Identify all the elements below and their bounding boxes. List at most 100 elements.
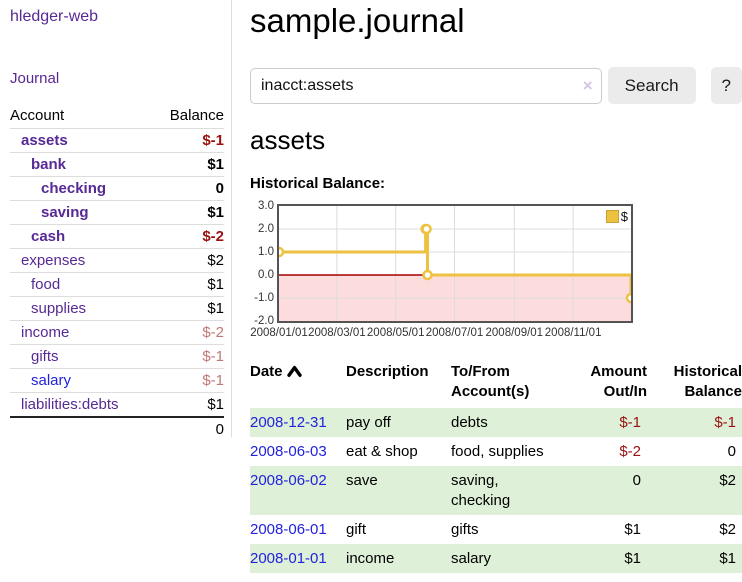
accounts-col-account: Account	[10, 107, 65, 124]
register-col-balance: Historical Balance	[673, 363, 742, 400]
account-balance: $-1	[152, 368, 224, 393]
transaction-balance: $2	[647, 466, 742, 515]
register-col-amount: Amount Out/In	[590, 363, 647, 400]
account-link[interactable]: bank	[31, 156, 67, 173]
chart-label: Historical Balance:	[250, 175, 386, 192]
historical-balance-chart: $ 3.0 2.0 1.0 0.0 -1.0 -2.0 2008/01/01 2008/03/…	[250, 200, 742, 346]
transaction-amount: $1	[624, 521, 641, 538]
account-link[interactable]: saving	[41, 204, 89, 221]
transaction-accounts: saving, checking	[451, 466, 559, 515]
transaction-date-link[interactable]: 2008-06-01	[250, 521, 327, 538]
accounts-table-header: Account Balance	[10, 104, 224, 129]
chart-canvas	[279, 206, 631, 321]
y-tick-label: -2.0	[254, 315, 274, 327]
x-tick-label: 2008/05/01	[366, 327, 425, 339]
register-col-date-label: Date	[250, 363, 283, 380]
search-input[interactable]	[250, 67, 602, 104]
transaction-amount: 0	[559, 466, 647, 515]
y-tick-label: 3.0	[258, 200, 274, 212]
help-button[interactable]: ?	[710, 67, 742, 104]
accounts-table-body: assets $-1 bank $1 checking 0 saving $1 cash $-2 e…	[10, 128, 224, 417]
accounts-table: Account Balance assets $-1 bank $1 checking 0…	[10, 104, 224, 441]
account-balance: $2	[152, 248, 224, 273]
chart-plot-area: $	[277, 204, 633, 323]
account-link[interactable]: liabilities:debts	[21, 396, 119, 413]
account-balance: $1	[152, 272, 224, 297]
account-row: liabilities:debts $1	[10, 392, 224, 417]
account-balance: $-1	[152, 344, 224, 369]
x-tick-label: 2008/11/01	[544, 327, 602, 339]
account-row: checking 0	[10, 176, 224, 201]
account-balance: $-2	[152, 320, 224, 345]
chart-data-point	[625, 292, 631, 304]
register-col-description: Description	[346, 363, 429, 380]
x-tick-label: 2008/07/01	[425, 327, 484, 339]
account-row: expenses $2	[10, 248, 224, 273]
register-col-accounts: To/From Account(s)	[451, 363, 530, 400]
account-row: bank $1	[10, 152, 224, 177]
register-header-row: Date Description To/From Account(s) Amou…	[250, 360, 742, 408]
account-balance: $-1	[152, 128, 224, 153]
accounts-total-row: 0	[10, 416, 224, 441]
transaction-amount: $-1	[559, 408, 647, 437]
transaction-date-link[interactable]: 2008-06-02	[250, 472, 327, 489]
transaction-balance: $2	[719, 521, 736, 538]
transaction-accounts: salary	[451, 544, 559, 573]
account-balance: $-2	[152, 224, 224, 249]
account-link[interactable]: food	[31, 276, 61, 293]
accounts-total-value: 0	[152, 416, 224, 441]
transaction-date-link[interactable]: 2008-01-01	[250, 550, 327, 567]
account-link[interactable]: supplies	[31, 300, 87, 317]
transaction-description: income	[346, 544, 451, 573]
search-button[interactable]: Search	[607, 67, 696, 104]
transaction-description: pay off	[346, 408, 451, 437]
register-table-body: 2008-12-31 pay off debts $-1 $-1 2008-06-03 ea…	[250, 408, 742, 573]
x-tick-label: 2008/09/01	[485, 327, 544, 339]
account-title: assets	[250, 125, 326, 155]
sort-ascending-icon	[286, 363, 302, 383]
legend-swatch	[605, 210, 619, 223]
transaction-description: save	[346, 466, 451, 515]
transaction-date-link[interactable]: 2008-06-03	[250, 443, 327, 460]
account-balance: $1	[152, 392, 224, 417]
accounts-total-spacer	[10, 416, 153, 441]
account-row: assets $-1	[10, 128, 224, 153]
sidebar-item-journal[interactable]: Journal	[10, 70, 60, 87]
y-tick-label: -1.0	[254, 292, 274, 304]
account-link[interactable]: assets	[21, 132, 68, 149]
account-row: supplies $1	[10, 296, 224, 321]
accounts-col-balance: Balance	[169, 107, 224, 124]
account-link[interactable]: gifts	[31, 348, 59, 365]
register-col-date[interactable]: Date	[250, 360, 346, 408]
account-row: income $-2	[10, 320, 224, 345]
transaction-description: eat & shop	[346, 443, 418, 460]
clear-search-icon[interactable]: ×	[582, 75, 593, 95]
register-table: Date Description To/From Account(s) Amou…	[250, 360, 742, 573]
transaction-date-link[interactable]: 2008-12-31	[250, 414, 327, 431]
transaction-amount: $-2	[619, 443, 641, 460]
app-title-link[interactable]: hledger-web	[10, 8, 99, 25]
page-title: sample.journal	[250, 2, 465, 39]
main-panel: sample.journal × Search ? assets Histori…	[250, 0, 742, 573]
chart-data-point	[421, 223, 432, 235]
account-link[interactable]: cash	[31, 228, 66, 245]
transaction-accounts: food, supplies	[451, 443, 544, 460]
account-link[interactable]: salary	[31, 372, 72, 389]
search-input-wrap: ×	[250, 67, 602, 104]
register-row: 2008-06-02 save saving, checking 0 $2	[250, 466, 742, 515]
account-link[interactable]: expenses	[21, 252, 86, 269]
account-link[interactable]: checking	[41, 180, 107, 197]
register-row: 2008-01-01 income salary $1 $1	[250, 544, 742, 573]
register-row: 2008-12-31 pay off debts $-1 $-1	[250, 408, 742, 437]
account-balance: 0	[152, 176, 224, 201]
transaction-amount: $1	[559, 544, 647, 573]
chart-data-point	[279, 246, 285, 258]
legend-label: $	[620, 209, 628, 224]
account-balance: $1	[152, 200, 224, 225]
account-row: saving $1	[10, 200, 224, 225]
account-link[interactable]: income	[21, 324, 70, 341]
account-balance: $1	[152, 296, 224, 321]
sidebar: hledger-web Journal Account Balance asse…	[0, 0, 232, 441]
account-row: salary $-1	[10, 368, 224, 393]
